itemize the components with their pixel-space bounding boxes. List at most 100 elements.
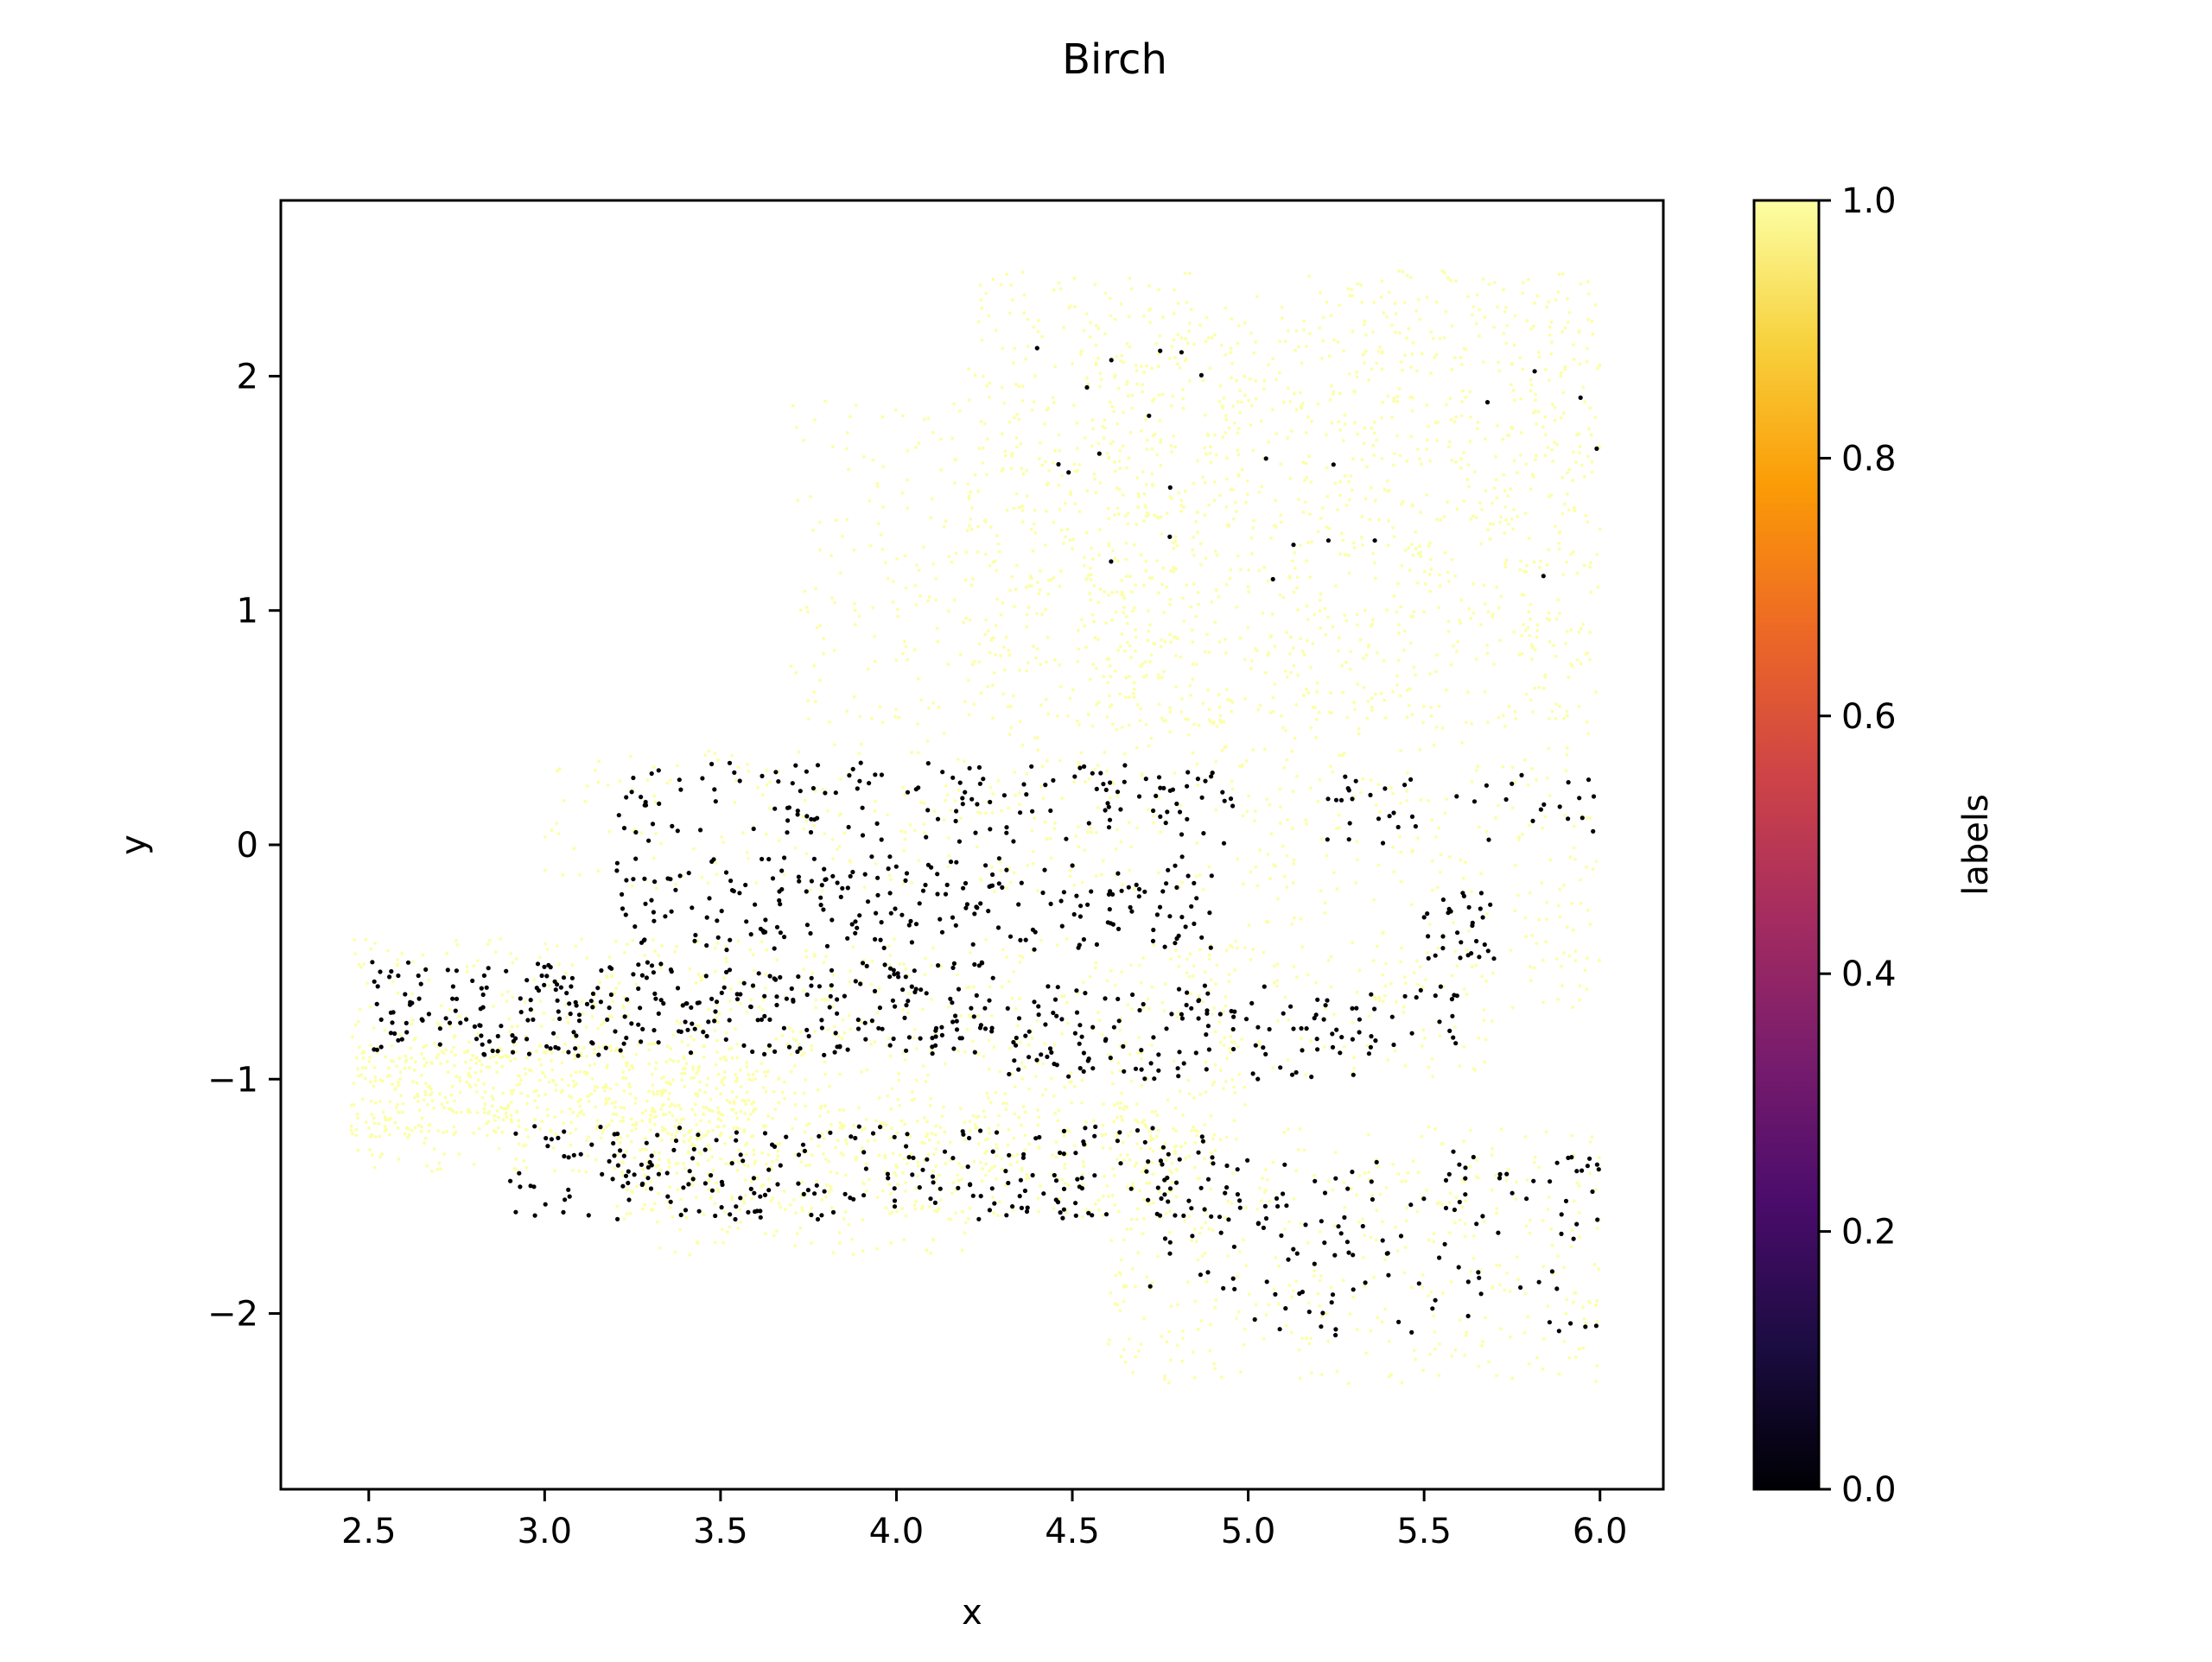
scatter-point: [926, 416, 931, 421]
scatter-point: [727, 760, 733, 765]
scatter-point: [496, 1126, 500, 1130]
scatter-point: [1145, 1275, 1149, 1279]
scatter-point: [1372, 898, 1376, 902]
scatter-point: [660, 944, 664, 948]
scatter-point: [985, 1091, 989, 1095]
scatter-point: [894, 1173, 899, 1177]
scatter-point: [1096, 1198, 1101, 1202]
scatter-point: [1278, 787, 1282, 791]
scatter-point: [1135, 1161, 1139, 1165]
scatter-point: [613, 1105, 617, 1109]
scatter-point: [1206, 434, 1211, 438]
scatter-point: [1380, 457, 1384, 460]
scatter-point: [1256, 707, 1261, 712]
scatter-point: [673, 1104, 677, 1107]
scatter-point: [1548, 333, 1552, 337]
scatter-point: [1408, 641, 1413, 645]
scatter-point: [424, 1061, 429, 1065]
scatter-point: [1113, 460, 1116, 464]
scatter-point: [1213, 333, 1217, 337]
scatter-point: [960, 802, 965, 807]
scatter-point: [1529, 389, 1533, 393]
scatter-point: [761, 793, 765, 797]
scatter-point: [874, 910, 879, 916]
scatter-point: [1495, 1207, 1499, 1211]
scatter-point: [1072, 462, 1077, 466]
scatter-point: [1575, 1181, 1580, 1185]
scatter-point: [569, 1131, 573, 1135]
scatter-point: [1086, 821, 1091, 826]
scatter-point: [399, 1094, 403, 1097]
scatter-point: [1573, 1355, 1578, 1359]
scatter-point: [1449, 1280, 1453, 1284]
scatter-point: [452, 1035, 456, 1039]
scatter-point: [1263, 1168, 1268, 1171]
scatter-point: [1199, 795, 1205, 800]
scatter-point: [1503, 505, 1508, 509]
scatter-point: [812, 823, 816, 828]
scatter-point: [1160, 1335, 1164, 1338]
scatter-point: [1523, 916, 1528, 920]
scatter-point: [571, 1079, 575, 1083]
scatter-point: [1108, 705, 1112, 708]
scatter-point: [1356, 682, 1360, 687]
scatter-point: [873, 936, 878, 942]
scatter-point: [730, 1195, 734, 1199]
scatter-point: [1477, 1364, 1481, 1368]
scatter-point: [1380, 279, 1384, 283]
scatter-point: [1199, 542, 1203, 546]
scatter-point: [760, 773, 765, 779]
scatter-point: [645, 778, 650, 782]
scatter-point: [1175, 1168, 1179, 1172]
scatter-point: [385, 1118, 389, 1121]
scatter-point: [665, 876, 671, 881]
scatter-point: [838, 1072, 842, 1076]
scatter-point: [1482, 583, 1486, 587]
scatter-point: [1588, 657, 1592, 662]
scatter-point: [1466, 904, 1471, 910]
scatter-point: [1201, 378, 1205, 383]
scatter-point: [917, 901, 922, 906]
scatter-point: [1375, 803, 1378, 808]
scatter-point: [1479, 872, 1484, 876]
scatter-point: [1236, 1045, 1240, 1049]
scatter-point: [1251, 948, 1255, 951]
scatter-point: [1136, 505, 1140, 510]
scatter-point: [706, 1076, 710, 1081]
scatter-point: [465, 965, 469, 968]
scatter-point: [1545, 776, 1549, 780]
scatter-point: [1302, 479, 1306, 483]
scatter-point: [372, 1066, 377, 1069]
scatter-point: [715, 1038, 719, 1043]
scatter-point: [464, 1017, 469, 1022]
scatter-point: [1134, 628, 1138, 631]
scatter-point: [868, 499, 872, 503]
scatter-point: [899, 829, 903, 834]
scatter-point: [1105, 451, 1109, 455]
scatter-point: [1336, 508, 1339, 511]
scatter-point: [1124, 574, 1128, 578]
scatter-point: [1480, 974, 1484, 979]
scatter-point: [1138, 719, 1141, 723]
scatter-point: [1532, 324, 1535, 328]
scatter-point: [1067, 1130, 1071, 1133]
scatter-point: [500, 1130, 504, 1134]
scatter-point: [652, 1092, 656, 1096]
scatter-point: [849, 1027, 853, 1031]
scatter-point: [1464, 1199, 1467, 1202]
scatter-point: [655, 1220, 659, 1224]
scatter-point: [905, 790, 911, 795]
scatter-point: [1429, 557, 1433, 561]
scatter-point: [720, 835, 724, 839]
scatter-point: [1015, 563, 1019, 568]
scatter-point: [1125, 379, 1129, 384]
scatter-point: [1446, 630, 1451, 633]
scatter-point: [1040, 334, 1044, 339]
scatter-point: [971, 1039, 975, 1044]
scatter-point: [879, 1121, 883, 1126]
scatter-point: [1124, 557, 1128, 561]
scatter-point: [1325, 1312, 1329, 1316]
scatter-point: [1389, 1373, 1394, 1377]
scatter-point: [640, 1111, 645, 1115]
scatter-point: [1238, 636, 1243, 640]
